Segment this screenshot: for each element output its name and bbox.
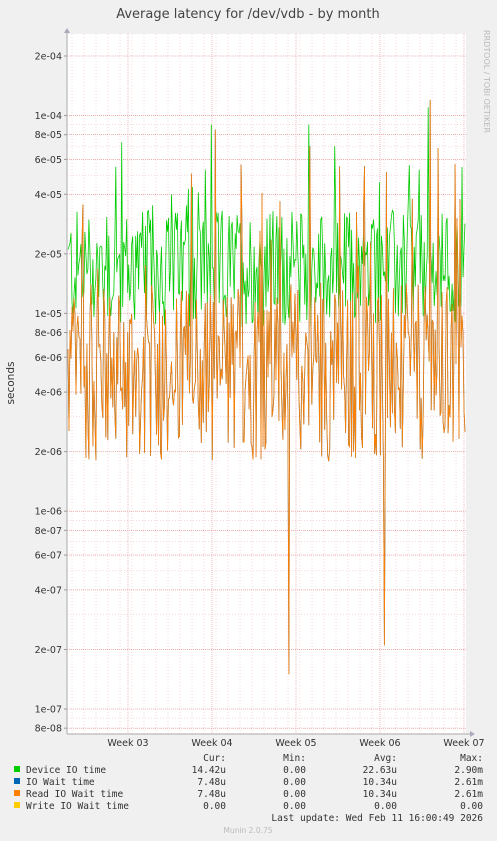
legend-value: 0.00 [460,801,483,812]
legend-series-name: Write IO Wait time [26,801,129,812]
legend-value: 2.90m [454,765,483,776]
y-tick-label: 6e-07 [35,551,62,562]
y-tick-label: 2e-06 [35,447,62,458]
y-axis-label: seconds [5,362,17,405]
x-tick-label: Week 07 [443,738,484,749]
y-tick-label: 1e-04 [35,111,62,122]
y-tick-label: 1e-07 [35,705,62,716]
chart-title: Average latency for /dev/vdb - by month [116,7,380,22]
y-tick-label: 6e-05 [35,155,62,166]
y-tick-label: 8e-07 [35,526,62,537]
legend-header: Max: [460,753,483,764]
legend-value: 7.48u [197,789,226,800]
legend-value: 2.61m [454,777,483,788]
rrdtool-credit: RRDTOOL / TOBI OETIKER [482,30,491,133]
legend-swatch [14,790,20,796]
x-tick-label: Week 05 [275,738,316,749]
y-tick-label: 2e-04 [35,52,62,63]
y-tick-label: 2e-07 [35,645,62,656]
y-tick-label: 1e-06 [35,507,62,518]
y-tick-label: 4e-07 [35,585,62,596]
legend-value: 14.42u [192,765,226,776]
y-tick-label: 2e-05 [35,249,62,260]
x-tick-label: Week 06 [359,738,400,749]
legend-value: 10.34u [363,789,397,800]
legend-value: 2.61m [454,789,483,800]
series-line-device-io-time [67,107,466,328]
legend-value: 0.00 [283,765,306,776]
legend-value: 7.48u [197,777,226,788]
y-tick-label: 4e-05 [35,190,62,201]
legend-swatch [14,778,20,784]
legend-value: 10.34u [363,777,397,788]
legend-series-name: Device IO time [26,765,106,776]
y-tick-label: 1e-05 [35,309,62,320]
munin-version: Munin 2.0.75 [223,826,272,835]
legend-value: 22.63u [363,765,397,776]
series-line-read-io-wait-time [67,99,466,675]
plot-area: 2e-04 1e-04 8e-05 6e-05 4e-05 2e-05 1e-05 8e-06… [35,28,485,749]
legend-value: 0.00 [203,801,226,812]
y-tick-label: 8e-06 [35,328,62,339]
legend-value: 0.00 [283,777,306,788]
x-tick-label: Week 03 [107,738,148,749]
legend-header: Avg: [374,753,397,764]
x-axis-arrow [470,731,475,737]
last-update: Last update: Wed Feb 11 16:00:49 2026 [271,813,483,824]
y-tick-label: 8e-08 [35,724,62,735]
y-tick-label: 6e-06 [35,353,62,364]
legend-value: 0.00 [374,801,397,812]
legend-header: Min: [283,753,306,764]
legend-value: 0.00 [283,789,306,800]
legend-swatch [14,802,20,808]
y-tick-label: 4e-06 [35,388,62,399]
legend-series-name: Read IO Wait time [26,789,124,800]
legend: Cur: Min: Avg: Max: Device IO time 14.42u 0.00… [14,753,483,812]
legend-swatch [14,766,20,772]
y-tick-label: 8e-05 [35,130,62,141]
legend-value: 0.00 [283,801,306,812]
legend-series-name: IO Wait time [26,777,95,788]
x-tick-label: Week 04 [191,738,232,749]
legend-header: Cur: [203,753,226,764]
y-axis-arrow [64,28,70,33]
